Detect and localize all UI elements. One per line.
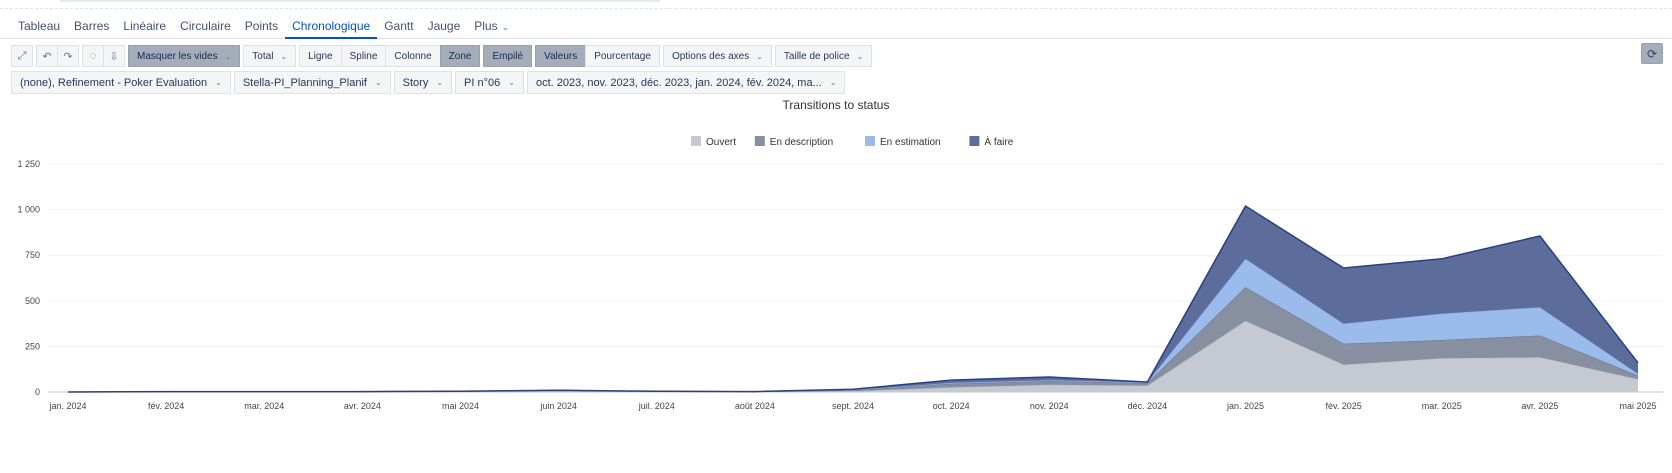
y-tick-label: 0 — [35, 387, 40, 397]
legend-swatch — [865, 136, 875, 146]
legend-label: À faire — [984, 135, 1013, 148]
x-tick-label: jan. 2024 — [48, 401, 86, 411]
stacked-button[interactable]: Empilé — [483, 45, 533, 67]
area-series — [68, 206, 1638, 392]
chevron-down-icon: ⌄ — [215, 78, 222, 87]
y-tick-label: 1 000 — [17, 205, 40, 215]
area-series — [68, 287, 1638, 392]
legend-label: Ouvert — [706, 137, 736, 148]
filter-period-value: oct. 2023, nov. 2023, déc. 2023, jan. 20… — [535, 76, 822, 89]
x-tick-label: août 2024 — [735, 401, 775, 411]
chevron-down-icon: ⌄ — [856, 51, 864, 61]
tab-gantt[interactable]: Gantt — [384, 19, 414, 33]
chart-type-tabs: Tableau Barres Linéaire Circulaire Point… — [0, 13, 1672, 39]
column-button[interactable]: Colonne — [385, 45, 441, 67]
line-button[interactable]: Ligne — [299, 45, 342, 67]
chevron-down-icon: ⌄ — [756, 51, 763, 61]
undo-icon[interactable]: ↶ — [36, 45, 58, 67]
chevron-down-icon: ⌄ — [224, 51, 232, 61]
axis-options-label: Options des axes — [671, 50, 750, 62]
expand-icon[interactable]: ⤢ — [11, 45, 33, 67]
area-series — [68, 320, 1638, 392]
filter-period-dropdown[interactable]: oct. 2023, nov. 2023, déc. 2023, jan. 20… — [526, 71, 846, 94]
x-tick-label: oct. 2024 — [933, 401, 970, 411]
y-tick-label: 500 — [25, 296, 40, 306]
search-bar-edge — [60, 0, 660, 2]
comment-icon[interactable]: ◌ — [82, 45, 104, 67]
timeline-chart: Transitions to status 0 250 500 750 1 000 1 25… — [17, 98, 1663, 411]
y-tick-label: 250 — [25, 341, 40, 351]
x-tick-label: nov. 2024 — [1030, 401, 1069, 411]
download-icon[interactable]: ⇩ — [103, 45, 125, 67]
values-button[interactable]: Valeurs — [535, 45, 587, 67]
chevron-down-icon: ⌄ — [280, 51, 288, 61]
x-tick-label: jan. 2025 — [1226, 401, 1264, 411]
axis-options-dropdown[interactable]: Options des axes ⌄ — [662, 45, 772, 67]
spline-button[interactable]: Spline — [340, 45, 387, 67]
x-tick-label: avr. 2024 — [344, 401, 381, 411]
chevron-down-icon: ⌄ — [508, 78, 515, 87]
tab-points[interactable]: Points — [244, 19, 279, 33]
filter-status-value: (none), Refinement - Poker Evaluation — [20, 76, 208, 89]
legend-swatch — [969, 136, 980, 146]
filter-project-dropdown[interactable]: Stella-PI_Planning_Planif ⌄ — [233, 71, 391, 94]
x-tick-label: mar. 2024 — [244, 401, 284, 411]
legend-label: En description — [770, 137, 833, 148]
tab-plus[interactable]: Plus ⌄ — [467, 13, 516, 39]
legend-label: En estimation — [880, 137, 941, 148]
total-label: Total — [252, 50, 274, 62]
y-tick-label: 750 — [25, 250, 40, 260]
refresh-icon: ⟳ — [1646, 46, 1658, 61]
x-tick-label: avr. 2025 — [1521, 401, 1558, 411]
tab-tableau[interactable]: Tableau — [18, 19, 61, 33]
top-strip — [0, 0, 1672, 9]
x-tick-label: juil. 2024 — [638, 401, 675, 411]
refresh-button[interactable]: ⟳ — [1641, 43, 1663, 64]
chart-toolbar: ⤢ ↶ ↷ ◌ ⇩ Masquer les vides ⌄ Total ⌄ Lign… — [11, 45, 875, 67]
series-line — [67, 204, 1639, 393]
x-tick-label: mai 2025 — [1619, 401, 1656, 411]
chevron-down-icon: ⌄ — [436, 78, 444, 87]
total-dropdown[interactable]: Total ⌄ — [243, 45, 297, 67]
tab-chronologique[interactable]: Chronologique — [285, 13, 378, 39]
x-tick-label: mai 2024 — [442, 401, 479, 411]
x-tick-label: mar. 2025 — [1422, 401, 1462, 411]
filter-pi-dropdown[interactable]: PI n°06 ⌄ — [455, 71, 524, 94]
filter-status-dropdown[interactable]: (none), Refinement - Poker Evaluation ⌄ — [11, 71, 231, 94]
x-tick-label: déc. 2024 — [1128, 401, 1168, 411]
filter-issue-type-value: Story — [402, 76, 429, 89]
top-divider — [0, 8, 1672, 9]
tab-barres[interactable]: Barres — [74, 19, 110, 33]
chevron-down-icon: ⌄ — [829, 78, 837, 87]
legend-swatch — [754, 136, 765, 146]
tab-plus-label: Plus — [474, 19, 498, 33]
chevron-down-icon: ⌄ — [374, 78, 382, 87]
filter-pi-value: PI n°06 — [464, 76, 501, 89]
area-series — [68, 258, 1638, 392]
tab-jauge[interactable]: Jauge — [427, 19, 461, 33]
font-size-dropdown[interactable]: Taille de police ⌄ — [774, 45, 873, 67]
hide-empty-dropdown[interactable]: Masquer les vides ⌄ — [128, 45, 241, 67]
hide-empty-label: Masquer les vides — [137, 50, 218, 62]
x-tick-label: fév. 2024 — [148, 401, 184, 411]
tab-circulaire[interactable]: Circulaire — [180, 19, 231, 33]
legend-swatch — [691, 136, 701, 146]
redo-icon[interactable]: ↷ — [57, 45, 79, 67]
filter-bar: (none), Refinement - Poker Evaluation ⌄ S… — [11, 71, 848, 94]
chart-title: Transitions to status — [783, 98, 890, 112]
filter-project-value: Stella-PI_Planning_Planif — [242, 76, 367, 89]
x-tick-label: juin 2024 — [539, 401, 577, 411]
x-tick-label: fév. 2025 — [1325, 401, 1361, 411]
percentage-button[interactable]: Pourcentage — [585, 45, 660, 67]
chevron-down-icon: ⌄ — [501, 22, 510, 32]
area-button[interactable]: Zone — [439, 45, 481, 67]
filter-issue-type-dropdown[interactable]: Story ⌄ — [393, 71, 453, 94]
y-tick-label: 1 250 — [17, 159, 40, 169]
font-size-label: Taille de police — [783, 50, 850, 62]
x-tick-label: sept. 2024 — [832, 401, 874, 411]
tab-lineaire[interactable]: Linéaire — [123, 19, 167, 33]
